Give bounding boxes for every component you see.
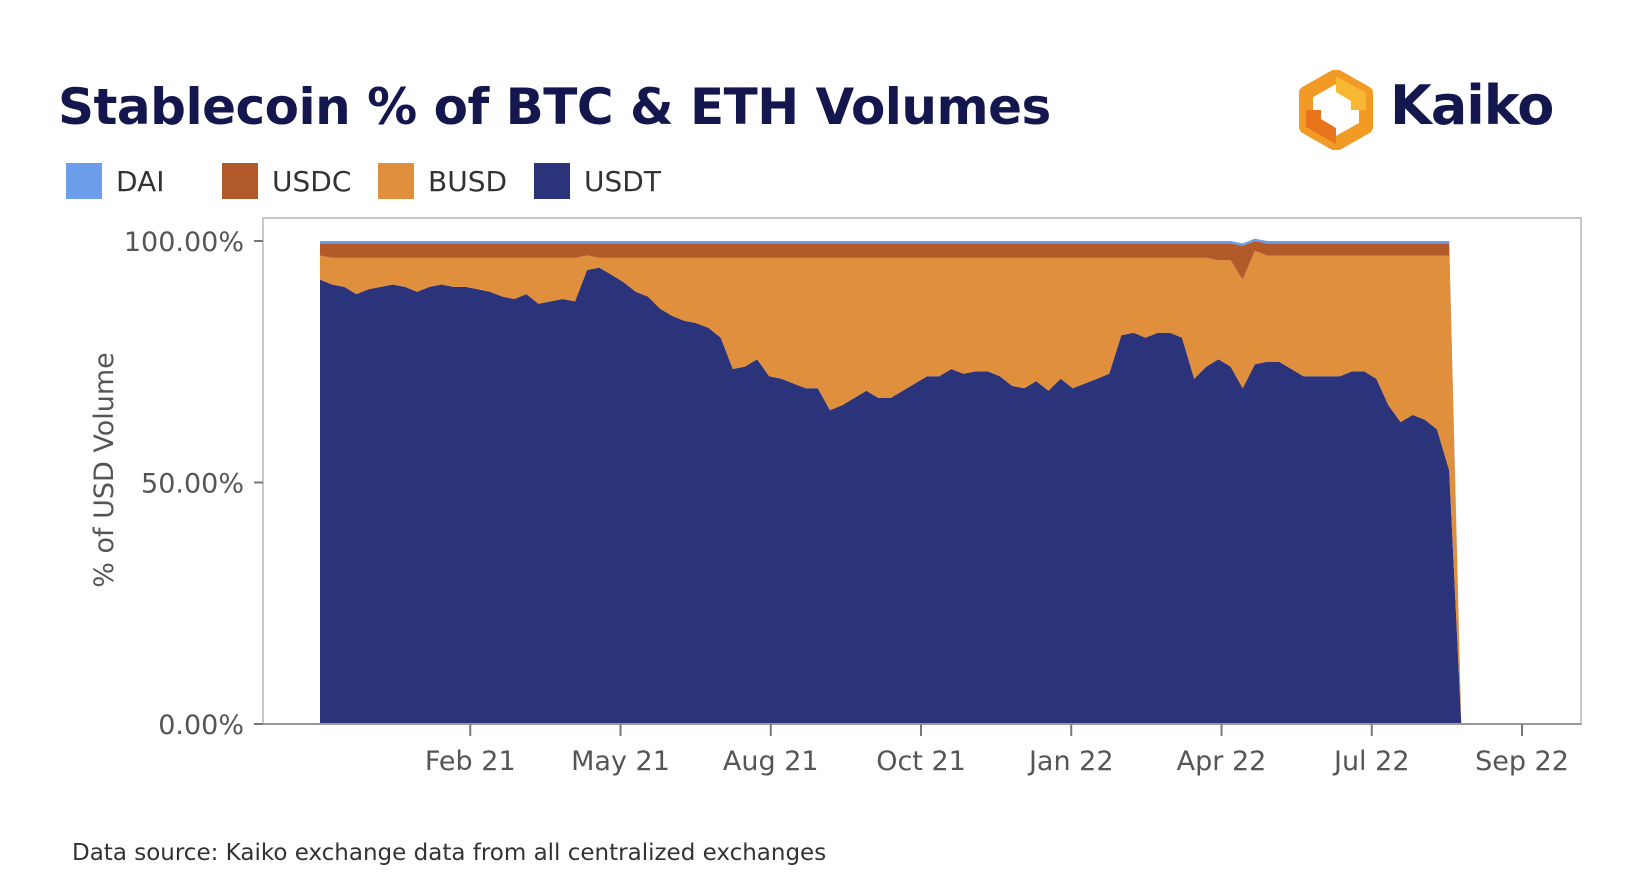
area-busd[interactable]	[320, 250, 1522, 724]
legend-label-busd: BUSD	[428, 165, 508, 198]
kaiko-logo: Kaiko	[1296, 70, 1586, 150]
area-usdt[interactable]	[320, 267, 1522, 724]
legend-label-dai: DAI	[116, 165, 165, 198]
x-tick-label: Oct 21	[876, 746, 966, 777]
y-tick-label: 100.00%	[124, 227, 244, 258]
legend-label-usdc: USDC	[272, 165, 352, 198]
y-axis: 0.00% 50.00% 100.00%	[124, 218, 264, 741]
legend-swatch-usdt	[534, 163, 570, 199]
x-tick-label: Feb 21	[425, 746, 516, 777]
y-tick-label: 50.00%	[141, 469, 244, 500]
legend-label-usdt: USDT	[584, 165, 661, 198]
x-tick-label: Sep 22	[1475, 746, 1569, 777]
x-tick-label: Jan 22	[1027, 746, 1114, 777]
legend-swatch-usdc	[222, 163, 258, 199]
x-axis: Feb 21 May 21 Aug 21 Oct 21 Jan 22 Apr 22 Jul …	[263, 723, 1581, 777]
chart-title: Stablecoin % of BTC & ETH Volumes	[58, 78, 1051, 136]
data-source-note: Data source: Kaiko exchange data from al…	[72, 840, 827, 866]
y-axis-label: % of USD Volume	[89, 352, 120, 588]
series-areas	[320, 238, 1522, 724]
x-tick-label: Jul 22	[1332, 746, 1410, 777]
y-tick-label: 0.00%	[158, 710, 244, 741]
x-tick-label: Apr 22	[1177, 746, 1267, 777]
x-tick-label: May 21	[571, 746, 670, 777]
kaiko-hexagon-icon	[1299, 70, 1373, 150]
kaiko-logo-text: Kaiko	[1390, 74, 1554, 137]
legend-swatch-busd	[378, 163, 414, 199]
legend-swatch-dai	[66, 163, 102, 199]
x-tick-label: Aug 21	[723, 746, 819, 777]
